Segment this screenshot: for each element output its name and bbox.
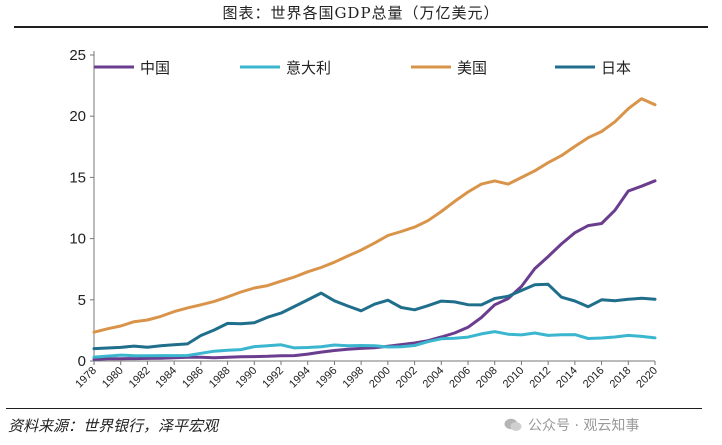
legend: 中国 意大利 美国 日本 [94, 59, 631, 77]
x-tick-label: 1996 [314, 365, 340, 391]
y-tick-label: 15 [69, 169, 86, 186]
y-tick-label: 0 [78, 353, 86, 370]
y-tick-label: 20 [69, 108, 86, 125]
x-tick-label: 2004 [421, 365, 447, 391]
legend-label: 意大利 [286, 59, 331, 77]
x-tick-label: 2012 [527, 365, 553, 391]
x-tick-label: 2002 [394, 365, 420, 391]
series-line-中国 [92, 179, 657, 361]
x-tick-label: 1990 [234, 365, 260, 391]
chart-title: 图表：世界各国GDP总量（万亿美元） [222, 4, 500, 22]
y-tick-label: 25 [69, 47, 86, 64]
source-rule [6, 408, 702, 409]
x-tick-label: 2020 [634, 365, 660, 391]
x-tick-label: 2018 [608, 365, 634, 391]
legend-label: 美国 [457, 59, 487, 77]
x-tick-label: 1980 [100, 365, 126, 391]
y-tick-label: 10 [69, 231, 86, 248]
source-note: 资料来源：世界银行，泽平宏观 [8, 417, 219, 435]
watermark: 公众号 · 观云知事 [504, 415, 639, 435]
y-tick-label: 5 [78, 292, 86, 309]
watermark-text: 公众号 · 观云知事 [528, 418, 640, 434]
x-tick-label: 2000 [367, 365, 393, 391]
x-tick-label: 1982 [127, 365, 153, 391]
x-tick-label: 2010 [501, 365, 527, 391]
x-tick-label: 1988 [207, 365, 233, 391]
x-tick-label: 1994 [287, 365, 313, 391]
wechat-icon [504, 418, 522, 432]
x-tick-label: 1984 [153, 365, 179, 391]
x-tick-label: 2006 [447, 365, 473, 391]
title-rule [14, 26, 708, 28]
x-tick-label: 2014 [554, 365, 580, 391]
series-lines [92, 97, 657, 361]
x-tick-label: 1986 [180, 365, 206, 391]
x-tick-label: 1992 [260, 365, 286, 391]
series-line-日本 [92, 282, 657, 351]
x-tick-label: 2008 [474, 365, 500, 391]
legend-label: 中国 [140, 59, 170, 77]
x-tick-label: 1998 [340, 365, 366, 391]
series-line-美国 [92, 97, 657, 334]
x-tick-label: 2016 [581, 365, 607, 391]
legend-label: 日本 [601, 59, 631, 77]
series-line-意大利 [92, 330, 657, 359]
